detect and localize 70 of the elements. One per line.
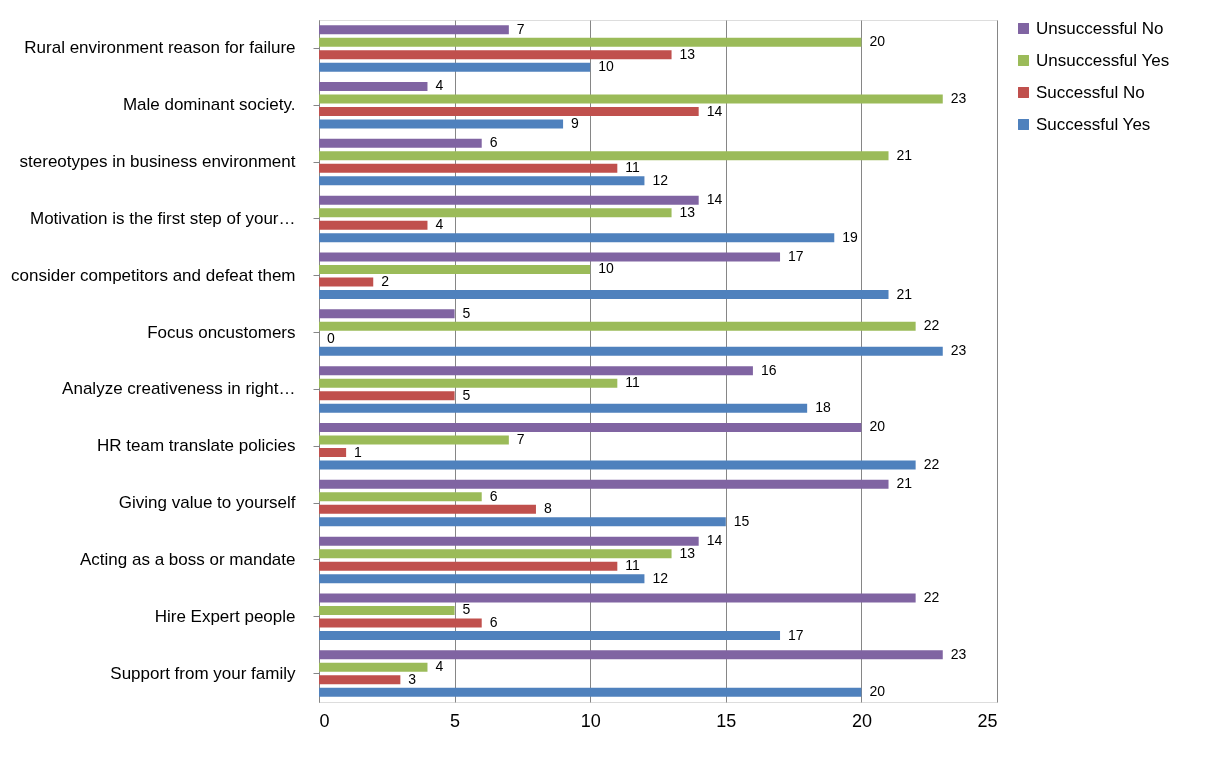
data-label: 0 — [327, 329, 335, 346]
data-label: 22 — [923, 317, 940, 334]
data-label: 10 — [598, 260, 614, 277]
data-label: 10 — [598, 58, 614, 75]
legend-label: Successful Yes — [1036, 114, 1151, 134]
data-label: 20 — [869, 683, 886, 700]
y-tick-label: Hire Expert people — [154, 606, 296, 626]
y-tick-label: Analyze creativeness in right… — [62, 379, 296, 399]
data-label: 22 — [923, 588, 940, 605]
data-label: 14 — [706, 102, 723, 119]
data-label: 21 — [896, 285, 913, 302]
data-label: 2 — [381, 273, 390, 289]
x-tick-label: 0 — [319, 710, 330, 731]
data-label: 7 — [516, 20, 525, 37]
data-label: 17 — [788, 626, 804, 643]
data-label: 13 — [679, 203, 696, 220]
data-label: 21 — [896, 475, 913, 492]
y-tick-label: Focus oncustomers — [147, 322, 296, 342]
data-label: 7 — [516, 431, 525, 447]
data-label: 11 — [625, 159, 641, 176]
data-label: 8 — [543, 500, 552, 517]
data-label: 5 — [462, 601, 471, 618]
data-label: 6 — [489, 614, 498, 630]
data-label: 22 — [923, 456, 940, 473]
data-label: 5 — [462, 304, 471, 321]
data-label: 5 — [462, 386, 471, 403]
data-label: 6 — [489, 134, 498, 151]
legend-label: Successful No — [1036, 82, 1145, 102]
data-label: 12 — [652, 171, 669, 188]
x-tick-label: 20 — [851, 710, 872, 731]
data-label: 13 — [679, 45, 696, 62]
data-label: 6 — [489, 487, 498, 504]
y-tick-label: Acting as a boss or mandate — [80, 549, 296, 569]
y-tick-label: consider competitors and defeat them — [11, 265, 296, 285]
y-tick-label: Male dominant society. — [122, 95, 296, 115]
data-label: 18 — [815, 399, 831, 416]
y-tick-label: Rural environment reason for failure — [24, 38, 296, 58]
data-label: 20 — [869, 33, 886, 50]
data-label: 11 — [625, 374, 641, 391]
data-label: 4 — [435, 216, 444, 233]
data-label: 16 — [760, 361, 777, 378]
data-label: 23 — [950, 645, 967, 662]
data-label: 20 — [869, 418, 886, 435]
x-tick-label: 25 — [977, 710, 998, 731]
data-label: 3 — [408, 670, 417, 687]
legend-label: Unsuccessful No — [1036, 18, 1164, 38]
data-label: 1 — [354, 443, 363, 460]
data-label: 12 — [652, 569, 669, 586]
x-tick-label: 15 — [716, 710, 737, 731]
data-label: 23 — [950, 90, 967, 106]
y-tick-label: Support from your family — [110, 663, 296, 683]
data-label: 15 — [733, 512, 750, 529]
data-label: 21 — [896, 146, 913, 163]
x-tick-label: 10 — [580, 710, 601, 731]
x-tick-label: 5 — [450, 710, 461, 731]
y-tick-label: Motivation is the first step of your… — [30, 208, 296, 228]
data-label: 14 — [706, 532, 723, 549]
data-label: 13 — [679, 544, 696, 561]
data-label: 11 — [625, 557, 641, 574]
y-tick-label: Giving value to yourself — [118, 493, 296, 513]
data-label: 17 — [788, 247, 804, 264]
data-label: 9 — [571, 115, 580, 132]
y-tick-label: stereotypes in business environment — [19, 152, 296, 172]
y-tick-label: HR team translate policies — [97, 436, 296, 456]
data-label: 4 — [435, 77, 444, 94]
data-label: 14 — [706, 191, 723, 208]
legend-label: Unsuccessful Yes — [1036, 50, 1170, 70]
data-label: 23 — [950, 342, 967, 359]
data-label: 19 — [842, 228, 859, 245]
data-label: 4 — [435, 658, 444, 675]
